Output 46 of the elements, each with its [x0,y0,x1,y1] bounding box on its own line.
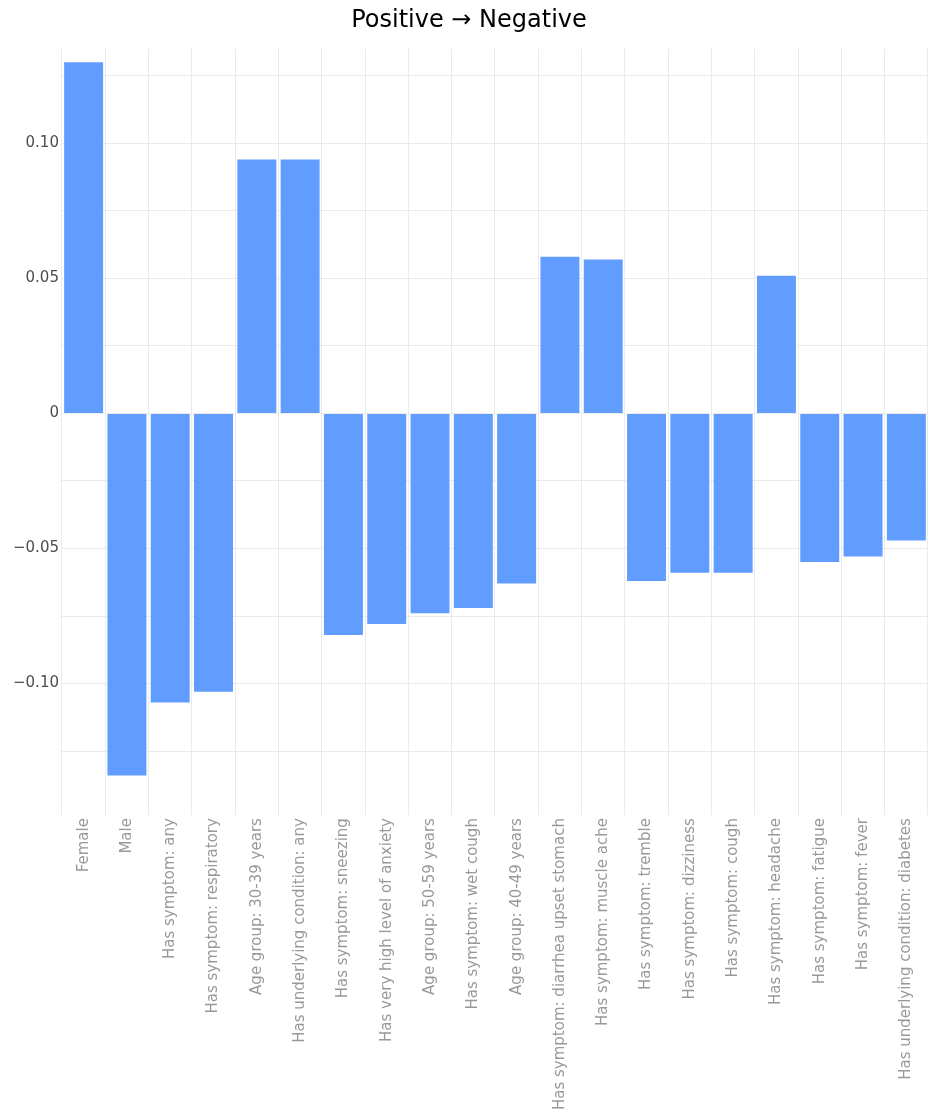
x-tick-label: Has symptom: wet cough [463,818,482,1010]
x-tick-label: Age group: 30-39 years [246,817,265,995]
chart-title: Positive → Negative [351,4,587,33]
bar [843,413,883,557]
x-tick-label: Has underlying condition: diabetes [896,817,915,1080]
x-tick-label: Male [116,818,135,854]
bar [886,413,926,541]
bar [150,413,190,703]
x-tick-label: Has symptom: any [160,817,179,960]
bar [800,413,840,562]
x-tick-label: Age group: 50-59 years [419,817,438,995]
bar [627,413,667,581]
bar [497,413,537,584]
x-tick-label: Has symptom: dizziness [679,817,698,1000]
y-tick-label: −0.10 [13,673,59,692]
x-tick-label: Has symptom: sneezing [333,818,352,999]
x-tick-label: Has very high level of anxiety [376,817,395,1042]
x-tick-label: Has symptom: respiratory [203,817,222,1014]
bar [453,413,493,608]
bar [410,413,450,614]
x-tick-label: Has symptom: diarrhea upset stomach [549,818,568,1111]
x-tick-label: Has symptom: fever [852,817,871,971]
bar [194,413,234,692]
bar [583,259,623,413]
x-tick-label: Has underlying condition: any [290,817,309,1043]
bar [107,413,147,776]
bar [280,159,320,413]
x-tick-label: Has symptom: cough [723,818,742,978]
y-tick-label: 0 [49,403,59,422]
y-tick-label: 0.05 [25,268,59,287]
x-tick-label: Has symptom: tremble [636,818,655,990]
bar [323,413,363,635]
x-tick-label: Has symptom: headache [766,818,785,1006]
bar [237,159,277,413]
y-tick-label: 0.10 [25,133,59,152]
bar [670,413,710,573]
y-tick-label: −0.05 [13,538,59,557]
x-tick-label: Age group: 40-49 years [506,817,525,995]
bar [367,413,407,625]
x-tick-label: Has symptom: fatigue [809,818,828,985]
bar [756,275,796,413]
x-tick-label: Has symptom: muscle ache [593,818,612,1026]
x-tick-label: Female [73,818,92,873]
bar [64,62,104,413]
bar [713,413,753,573]
bar [540,256,580,413]
